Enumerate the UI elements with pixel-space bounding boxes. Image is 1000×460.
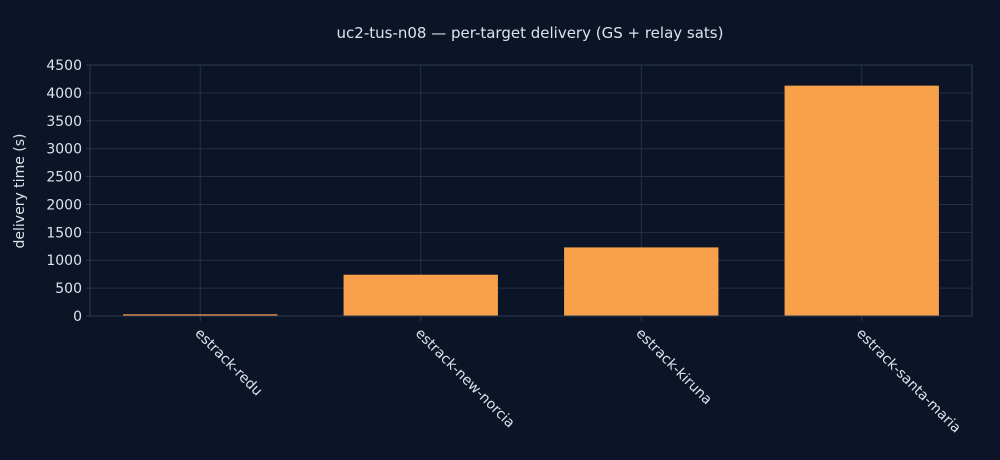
x-tick-labels: estrack-redu estrack-new-norcia estrack-ki…: [191, 326, 963, 437]
x-tick-label: estrack-new-norcia: [412, 326, 518, 432]
bar-estrack-kiruna[interactable]: [564, 247, 719, 316]
bar-estrack-santa-maria[interactable]: [784, 85, 939, 316]
y-tick-label: 500: [55, 281, 82, 297]
x-tick-label: estrack-kiruna: [632, 326, 714, 408]
y-tick-label: 2500: [46, 170, 82, 186]
y-tick-label: 3500: [46, 114, 82, 130]
bars-layer: [123, 85, 939, 316]
x-tick-label: estrack-santa-maria: [853, 326, 964, 437]
bar-estrack-redu[interactable]: [123, 314, 278, 316]
y-tick-label: 4500: [46, 58, 82, 74]
y-tick-label: 1000: [46, 253, 82, 269]
y-axis-label: delivery time (s): [12, 134, 28, 249]
y-tick-label: 0: [73, 309, 82, 325]
chart-title: uc2-tus-n08 — per-target delivery (GS + …: [337, 24, 724, 42]
y-tick-label: 2000: [46, 197, 82, 213]
y-tick-label: 4000: [46, 86, 82, 102]
y-tick-labels: 0 500 1000 1500 2000 2500 3000 3500 4000 4500: [46, 58, 82, 325]
bar-estrack-new-norcia[interactable]: [343, 274, 498, 316]
y-tick-label: 1500: [46, 225, 82, 241]
axes-layer: [86, 64, 973, 321]
x-tick-label: estrack-redu: [191, 326, 265, 400]
y-tick-label: 3000: [46, 142, 82, 158]
